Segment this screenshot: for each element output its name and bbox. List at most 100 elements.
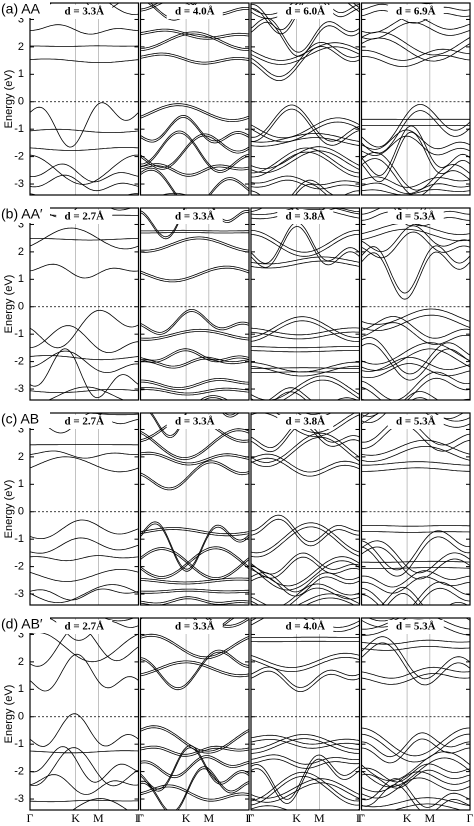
y-axis-label: Energy (eV): [3, 275, 15, 334]
band: [361, 322, 470, 345]
y-tick-label: 3: [18, 628, 24, 640]
label-bg: [387, 415, 444, 429]
band: [140, 31, 249, 49]
band: [140, 596, 249, 604]
band: [361, 37, 470, 62]
band: [251, 778, 360, 799]
band: [361, 423, 470, 452]
band: [361, 733, 470, 763]
band: [361, 581, 470, 605]
band: [30, 24, 139, 35]
band: [251, 3, 360, 31]
band: [30, 750, 139, 754]
band: [207, 618, 249, 626]
band: [251, 805, 360, 810]
band: [251, 758, 360, 805]
band: [361, 371, 470, 400]
label-bg: [166, 415, 223, 429]
band: [361, 784, 470, 810]
band: [251, 618, 360, 633]
band: [140, 389, 249, 396]
band: [251, 652, 360, 668]
band: [392, 803, 463, 810]
band: [30, 584, 139, 603]
band: [140, 311, 249, 335]
band: [140, 232, 249, 234]
y-tick-label: 0: [18, 301, 24, 313]
band: [140, 521, 249, 570]
band: [140, 163, 249, 175]
band: [361, 125, 470, 176]
band: [251, 522, 360, 554]
band: [261, 809, 275, 810]
band: [361, 536, 470, 577]
band: [361, 732, 470, 758]
band: [251, 146, 360, 169]
band: [72, 798, 129, 810]
panel-label: d = 5.3Å: [396, 211, 436, 223]
panel-frame: [139, 2, 250, 196]
band: [251, 42, 360, 61]
band: [140, 380, 249, 390]
k-label: M: [314, 811, 325, 825]
label-bg: [56, 415, 113, 429]
k-label: Γ: [356, 811, 363, 825]
band: [251, 104, 360, 142]
band: [140, 165, 249, 177]
band: [368, 618, 397, 622]
band: [361, 152, 470, 191]
band: [361, 769, 470, 789]
band: [140, 350, 249, 363]
band: [103, 618, 135, 622]
band: [140, 784, 249, 800]
band: [140, 309, 249, 333]
band: [361, 763, 470, 783]
band: [361, 343, 470, 381]
band: [140, 132, 249, 173]
label-bg: [166, 620, 223, 634]
band: [251, 316, 360, 338]
band: [140, 267, 249, 283]
band: [149, 413, 240, 439]
band: [361, 567, 470, 569]
band: [251, 738, 360, 754]
band: [275, 413, 356, 433]
band: [30, 348, 139, 399]
row-label: (b) AA′: [1, 206, 43, 222]
panel-frame: [29, 2, 140, 196]
band: [251, 361, 360, 373]
y-tick-label: 1: [18, 68, 24, 80]
panel-label: d = 6.9Å: [396, 6, 436, 18]
band: [251, 457, 360, 477]
panel-frame: [250, 2, 361, 196]
band: [140, 651, 249, 691]
k-label: M: [93, 811, 104, 825]
k-label: M: [204, 811, 215, 825]
panel-frame: [139, 207, 250, 401]
panel: [30, 208, 139, 400]
y-tick-label: 0: [18, 96, 24, 108]
panel-label: d = 3.3Å: [175, 416, 215, 428]
band: [140, 768, 249, 810]
band: [30, 413, 139, 416]
band: [30, 588, 139, 601]
panel-label: d = 4.0Å: [175, 6, 215, 18]
y-tick-label: -3: [14, 178, 24, 190]
band: [251, 518, 360, 547]
panel-label: d = 6.0Å: [285, 6, 325, 18]
row-label-bg: [0, 207, 50, 223]
band: [361, 540, 470, 574]
band: [251, 413, 360, 437]
band: [251, 260, 360, 269]
panel-label: d = 3.8Å: [285, 416, 325, 428]
band: [361, 587, 470, 605]
y-tick-label: -3: [14, 793, 24, 805]
band: [140, 105, 249, 122]
k-label: Γ: [467, 811, 474, 825]
band: [140, 103, 249, 120]
band: [361, 308, 470, 325]
panel-label: d = 2.7Å: [64, 211, 104, 223]
band: [140, 265, 249, 281]
band: [30, 555, 139, 562]
